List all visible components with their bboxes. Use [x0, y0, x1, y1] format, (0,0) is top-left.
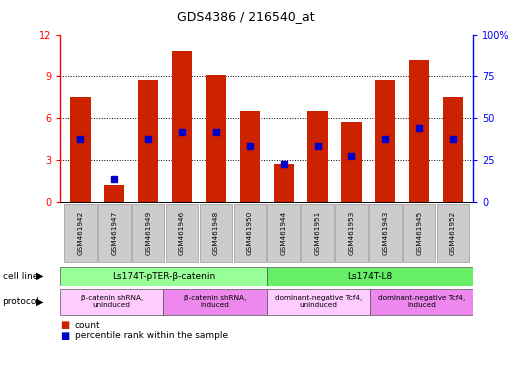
Text: GSM461951: GSM461951: [314, 211, 321, 255]
FancyBboxPatch shape: [267, 288, 370, 315]
FancyBboxPatch shape: [369, 204, 402, 262]
FancyBboxPatch shape: [267, 204, 300, 262]
Text: GSM461949: GSM461949: [145, 211, 151, 255]
FancyBboxPatch shape: [60, 266, 267, 286]
FancyBboxPatch shape: [234, 204, 266, 262]
Text: ■: ■: [60, 331, 70, 341]
Text: count: count: [75, 321, 100, 330]
Bar: [172, 51, 192, 202]
Text: ■: ■: [60, 320, 70, 330]
Text: Ls174T-L8: Ls174T-L8: [347, 271, 393, 281]
Bar: [308, 111, 328, 202]
Bar: [70, 97, 90, 202]
FancyBboxPatch shape: [64, 204, 97, 262]
Text: GSM461947: GSM461947: [111, 211, 117, 255]
Bar: [138, 81, 158, 202]
Text: GSM461942: GSM461942: [77, 211, 84, 255]
Text: cell line: cell line: [3, 271, 38, 281]
Bar: [443, 97, 463, 202]
FancyBboxPatch shape: [200, 204, 232, 262]
FancyBboxPatch shape: [98, 204, 131, 262]
FancyBboxPatch shape: [163, 288, 267, 315]
Text: protocol: protocol: [3, 297, 40, 306]
Text: GSM461943: GSM461943: [382, 211, 388, 255]
FancyBboxPatch shape: [267, 266, 473, 286]
Text: GSM461948: GSM461948: [213, 211, 219, 255]
Text: GSM461953: GSM461953: [348, 211, 355, 255]
FancyBboxPatch shape: [60, 288, 163, 315]
Text: GSM461946: GSM461946: [179, 211, 185, 255]
Text: GSM461950: GSM461950: [247, 211, 253, 255]
Bar: [341, 122, 361, 202]
Text: β-catenin shRNA,
uninduced: β-catenin shRNA, uninduced: [81, 295, 143, 308]
Bar: [240, 111, 260, 202]
FancyBboxPatch shape: [335, 204, 368, 262]
Text: ▶: ▶: [36, 297, 43, 307]
FancyBboxPatch shape: [370, 288, 473, 315]
Bar: [274, 164, 294, 202]
Text: GDS4386 / 216540_at: GDS4386 / 216540_at: [177, 10, 315, 23]
Text: dominant-negative Tcf4,
induced: dominant-negative Tcf4, induced: [378, 295, 465, 308]
Text: percentile rank within the sample: percentile rank within the sample: [75, 331, 228, 340]
Bar: [409, 60, 429, 202]
Bar: [375, 81, 395, 202]
FancyBboxPatch shape: [403, 204, 435, 262]
Text: GSM461952: GSM461952: [450, 211, 456, 255]
Bar: [206, 75, 226, 202]
FancyBboxPatch shape: [132, 204, 164, 262]
FancyBboxPatch shape: [301, 204, 334, 262]
Text: dominant-negative Tcf4,
uninduced: dominant-negative Tcf4, uninduced: [275, 295, 362, 308]
Bar: [104, 185, 124, 202]
Text: Ls174T-pTER-β-catenin: Ls174T-pTER-β-catenin: [112, 271, 215, 281]
FancyBboxPatch shape: [166, 204, 198, 262]
FancyBboxPatch shape: [437, 204, 469, 262]
Text: β-catenin shRNA,
induced: β-catenin shRNA, induced: [184, 295, 246, 308]
Text: GSM461944: GSM461944: [281, 211, 287, 255]
Text: GSM461945: GSM461945: [416, 211, 422, 255]
Text: ▶: ▶: [36, 271, 43, 281]
